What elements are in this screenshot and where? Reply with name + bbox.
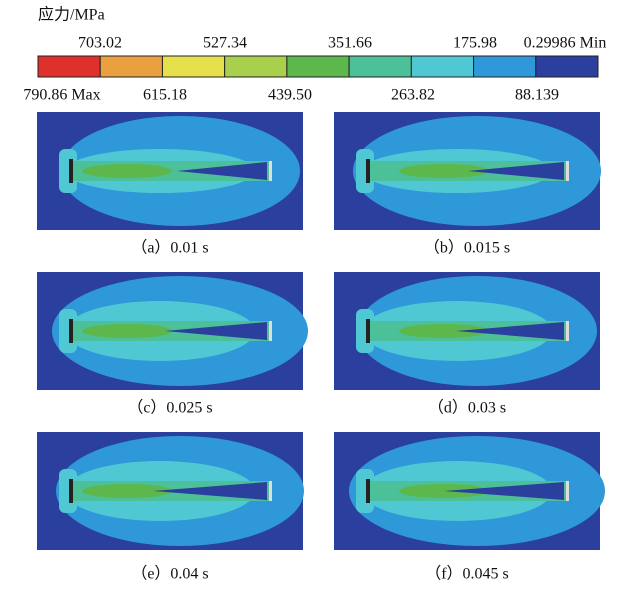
legend-top-label: 0.29986 Min [524,35,607,52]
legend-top-label: 527.34 [203,35,247,52]
end-marker [269,161,272,181]
stress-peak [82,324,172,338]
end-marker [366,319,370,343]
contour-panel [334,112,601,230]
panel-caption: （b）0.015 s [424,239,510,257]
end-marker [69,479,73,503]
end-marker [366,159,370,183]
figure: 应力/MPa 703.02 527.34 351.66 175.98 0.29986 M… [0,0,637,591]
panel-caption: （e）0.04 s [131,565,208,583]
legend-segment [536,56,598,77]
contour-panel [37,112,303,230]
legend-segment [474,56,536,77]
legend-bottom-label: 615.18 [143,87,187,104]
end-marker [566,161,569,181]
legend-segment [38,56,100,77]
legend-segment [411,56,473,77]
legend-segment [162,56,224,77]
end-marker [69,319,73,343]
legend-segment [100,56,162,77]
panel-caption: （f）0.045 s [425,565,509,583]
contour-panel [37,272,308,390]
legend-top-label: 175.98 [453,35,497,52]
panel-caption: （d）0.03 s [428,399,506,417]
end-marker [566,321,569,341]
end-marker [566,481,569,501]
legend-bottom-label: 88.139 [515,87,559,104]
contour-panel [37,432,304,550]
panel-caption: （c）0.025 s [127,399,212,417]
legend-bottom-label: 439.50 [268,87,312,104]
legend-segment [225,56,287,77]
stress-peak [82,164,172,178]
legend-top-label: 351.66 [328,35,372,52]
legend-bottom-label: 263.82 [391,87,435,104]
end-marker [269,321,272,341]
legend-segment [349,56,411,77]
legend-segment [287,56,349,77]
contour-panel [334,432,605,550]
end-marker [366,479,370,503]
end-marker [69,159,73,183]
contour-panel [334,272,600,390]
legend-top-label: 703.02 [78,35,122,52]
end-marker [269,481,272,501]
legend-title: 应力/MPa [38,5,105,24]
panel-caption: （a）0.01 s [131,239,208,257]
legend-bottom-label: 790.86 Max [23,87,100,104]
